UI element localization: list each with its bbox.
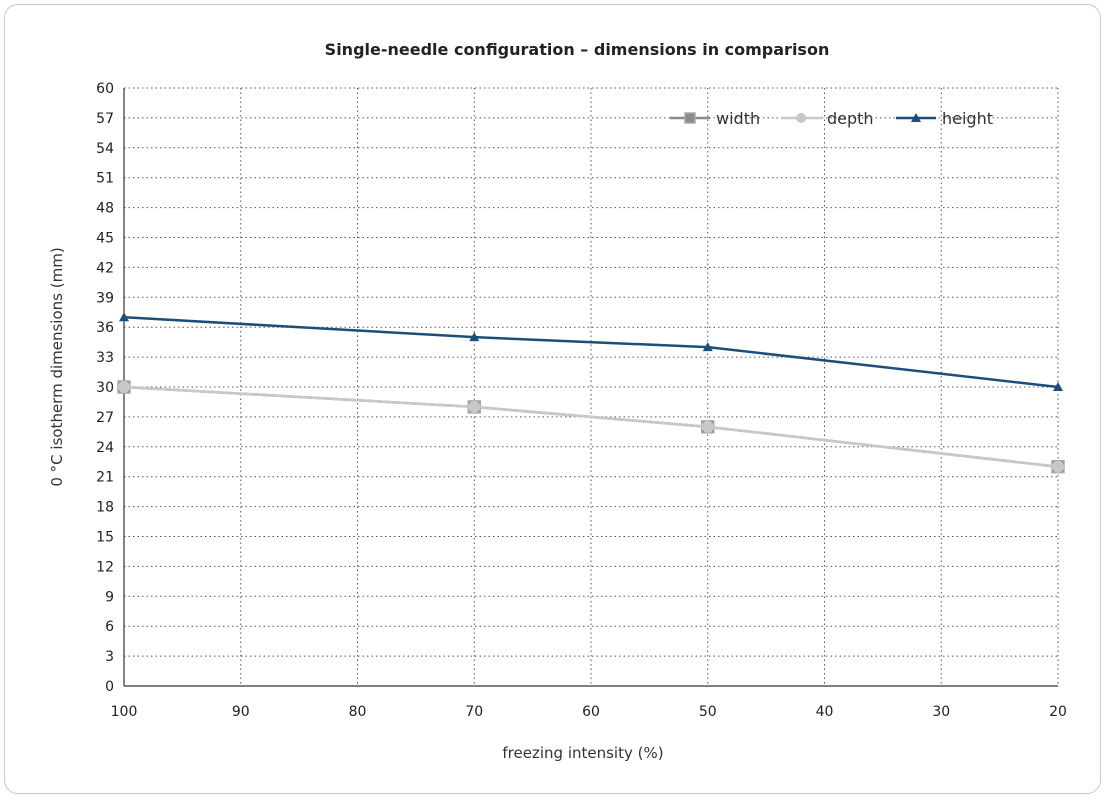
y-tick-label: 36 — [96, 320, 114, 336]
y-tick-label: 60 — [96, 81, 114, 97]
x-tick-label: 60 — [582, 704, 600, 720]
legend-label: width — [716, 109, 760, 128]
legend-item-width: width — [670, 109, 760, 128]
x-tick-label: 80 — [349, 704, 367, 720]
depth-point — [118, 381, 130, 393]
y-tick-label: 27 — [96, 410, 114, 426]
y-tick-label: 18 — [96, 500, 114, 516]
y-tick-label: 48 — [96, 201, 114, 217]
depth-line — [123, 385, 1059, 468]
height-point — [702, 342, 713, 352]
height-point — [1053, 382, 1063, 391]
y-tick-label: 9 — [105, 589, 114, 605]
y-tick-label: 12 — [96, 559, 114, 575]
y-tick-label: 45 — [96, 231, 114, 247]
x-tick-label: 100 — [111, 704, 138, 720]
legend-swatch-marker — [796, 113, 806, 123]
legend-swatch-marker — [684, 112, 696, 124]
height-point — [119, 312, 129, 322]
height-point — [469, 332, 480, 342]
y-tick-label: 51 — [96, 171, 114, 187]
chart-title: Single-needle configuration – dimensions… — [325, 40, 830, 59]
x-tick-label: 30 — [932, 704, 950, 720]
x-tick-label: 40 — [816, 704, 834, 720]
y-tick-label: 33 — [96, 350, 114, 366]
x-tick-label: 90 — [232, 704, 250, 720]
y-tick-label: 54 — [96, 141, 114, 157]
y-tick-label: 39 — [96, 290, 114, 306]
legend-item-height: height — [896, 109, 993, 128]
x-axis-label: freezing intensity (%) — [502, 744, 663, 762]
height-line — [123, 315, 1059, 389]
legend: width depth height — [670, 109, 993, 128]
depth-point — [1052, 460, 1064, 473]
x-tick-label: 70 — [465, 704, 483, 720]
y-tick-label: 0 — [105, 679, 114, 695]
legend-label: height — [942, 109, 993, 128]
y-tick-label: 15 — [96, 530, 114, 546]
y-tick-label: 6 — [105, 619, 114, 635]
chart-frame — [4, 4, 1101, 794]
y-axis-label: 0 °C isotherm dimensions (mm) — [48, 247, 66, 486]
series-depth — [118, 381, 1064, 473]
depth-point — [468, 400, 481, 413]
y-tick-label: 3 — [105, 649, 114, 665]
y-tick-label: 57 — [96, 111, 114, 127]
depth-point — [701, 420, 714, 433]
y-tick-label: 42 — [96, 260, 114, 276]
legend-item-depth: depth — [781, 109, 874, 128]
legend-swatch-marker — [911, 113, 921, 122]
legend-label: depth — [827, 109, 874, 128]
y-tick-label: 24 — [96, 440, 114, 456]
series-group — [117, 312, 1065, 474]
x-tick-label: 50 — [699, 704, 717, 720]
x-axis-ticks: 100 90 80 70 60 50 40 30 20 — [111, 704, 1067, 720]
x-tick-label: 20 — [1049, 704, 1067, 720]
y-tick-label: 30 — [96, 380, 114, 396]
series-height — [119, 312, 1063, 391]
grid-lines — [124, 87, 1059, 686]
y-tick-label: 21 — [96, 470, 114, 486]
